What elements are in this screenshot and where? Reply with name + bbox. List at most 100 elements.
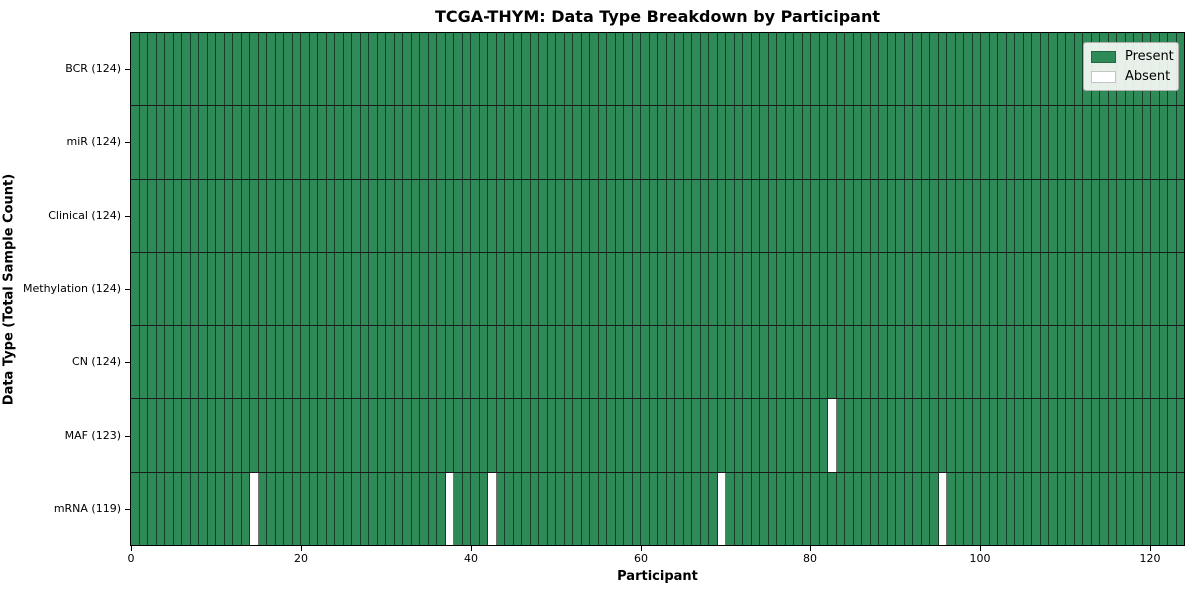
heatmap-cell-present	[165, 179, 174, 252]
heatmap-cell-present	[564, 326, 573, 399]
heatmap-cell-present	[530, 326, 539, 399]
heatmap-cell-present	[1091, 106, 1100, 179]
heatmap-cell-present	[377, 399, 386, 472]
heatmap-cell-present	[428, 252, 437, 326]
heatmap-cell-present	[921, 33, 930, 106]
heatmap-cell-present	[573, 399, 582, 472]
heatmap-cell-present	[981, 399, 990, 472]
heatmap-cell-present	[1057, 179, 1066, 252]
heatmap-cell-present	[870, 106, 879, 179]
heatmap-cell-present	[173, 106, 182, 179]
heatmap-cell-present	[437, 252, 446, 326]
heatmap-cell-present	[386, 472, 395, 545]
heatmap-cell-present	[904, 399, 913, 472]
heatmap-cell-present	[190, 399, 199, 472]
heatmap-cell-present	[258, 399, 267, 472]
heatmap-cell-present	[547, 326, 556, 399]
heatmap-cell-present	[641, 179, 650, 252]
heatmap-cell-present	[505, 399, 514, 472]
heatmap-cell-present	[216, 106, 225, 179]
heatmap-cell-present	[632, 33, 641, 106]
heatmap-cell-present	[1108, 179, 1117, 252]
heatmap-cell-present	[411, 33, 420, 106]
heatmap-cell-present	[777, 252, 786, 326]
heatmap-cell-present	[1049, 33, 1058, 106]
heatmap-cell-present	[292, 252, 301, 326]
heatmap-cell-present	[445, 399, 454, 472]
heatmap-cell-present	[547, 472, 556, 545]
heatmap-cell-present	[989, 399, 998, 472]
heatmap-cell-present	[964, 399, 973, 472]
heatmap-cell-present	[998, 252, 1007, 326]
heatmap-cell-present	[377, 326, 386, 399]
heatmap-cell-present	[386, 33, 395, 106]
heatmap-cell-present	[904, 179, 913, 252]
heatmap-cell-present	[233, 33, 242, 106]
heatmap-cell-present	[717, 326, 726, 399]
y-tick-label: miR (124)	[66, 135, 122, 148]
heatmap-cell-present	[343, 33, 352, 106]
heatmap-cell-present	[360, 326, 369, 399]
heatmap-cell-present	[352, 33, 361, 106]
heatmap-cell-present	[811, 106, 820, 179]
heatmap-cell-present	[649, 326, 658, 399]
heatmap-cell-present	[887, 472, 896, 545]
heatmap-cell-present	[454, 399, 463, 472]
heatmap-cell-present	[1142, 399, 1151, 472]
y-tick-label: BCR (124)	[65, 62, 121, 75]
heatmap-cell-present	[590, 252, 599, 326]
heatmap-cell-present	[955, 33, 964, 106]
heatmap-cell-present	[649, 399, 658, 472]
heatmap-cell-present	[403, 179, 412, 252]
heatmap-cell-present	[607, 33, 616, 106]
heatmap-cell-present	[386, 106, 395, 179]
heatmap-cell-present	[258, 33, 267, 106]
heatmap-cell-present	[1040, 472, 1049, 545]
heatmap-cell-present	[335, 252, 344, 326]
heatmap-cell-present	[394, 33, 403, 106]
heatmap-cell-present	[1040, 33, 1049, 106]
heatmap-cell-present	[700, 33, 709, 106]
heatmap-cell-present	[700, 472, 709, 545]
heatmap-cell-present	[360, 179, 369, 252]
heatmap-cell-present	[428, 326, 437, 399]
heatmap-cell-present	[411, 472, 420, 545]
heatmap-cell-present	[1168, 179, 1177, 252]
heatmap-cell-present	[267, 252, 276, 326]
heatmap-cell-present	[199, 472, 208, 545]
heatmap-cell-present	[632, 399, 641, 472]
heatmap-cell-present	[683, 33, 692, 106]
heatmap-cell-present	[615, 179, 624, 252]
heatmap-cell-present	[139, 326, 148, 399]
x-tick-label: 20	[294, 552, 308, 565]
heatmap-cell-present	[411, 179, 420, 252]
heatmap-cell-present	[318, 472, 327, 545]
heatmap-cell-present	[1074, 33, 1083, 106]
heatmap-cell-present	[615, 252, 624, 326]
heatmap-cell-present	[301, 179, 310, 252]
heatmap-cell-present	[930, 399, 939, 472]
heatmap-cell-present	[258, 179, 267, 252]
heatmap-cell-present	[343, 106, 352, 179]
heatmap-cell-present	[1176, 326, 1184, 399]
heatmap-cell-present	[496, 179, 505, 252]
heatmap-cell-present	[530, 33, 539, 106]
heatmap-cell-present	[488, 252, 497, 326]
heatmap-cell-present	[896, 179, 905, 252]
heatmap-cell-present	[335, 326, 344, 399]
heatmap-cell-present	[1117, 326, 1126, 399]
heatmap-cell-present	[938, 106, 947, 179]
heatmap-cell-present	[148, 106, 157, 179]
heatmap-cell-present	[709, 472, 718, 545]
heatmap-cell-present	[547, 179, 556, 252]
heatmap-cell-present	[420, 106, 429, 179]
heatmap-cell-present	[802, 326, 811, 399]
heatmap-cell-present	[547, 33, 556, 106]
heatmap-cell-present	[955, 472, 964, 545]
heatmap-cell-present	[556, 326, 565, 399]
heatmap-cell-present	[564, 472, 573, 545]
heatmap-cell-present	[717, 33, 726, 106]
heatmap-cell-present	[845, 106, 854, 179]
heatmap-cell-present	[768, 179, 777, 252]
heatmap-cell-present	[318, 326, 327, 399]
